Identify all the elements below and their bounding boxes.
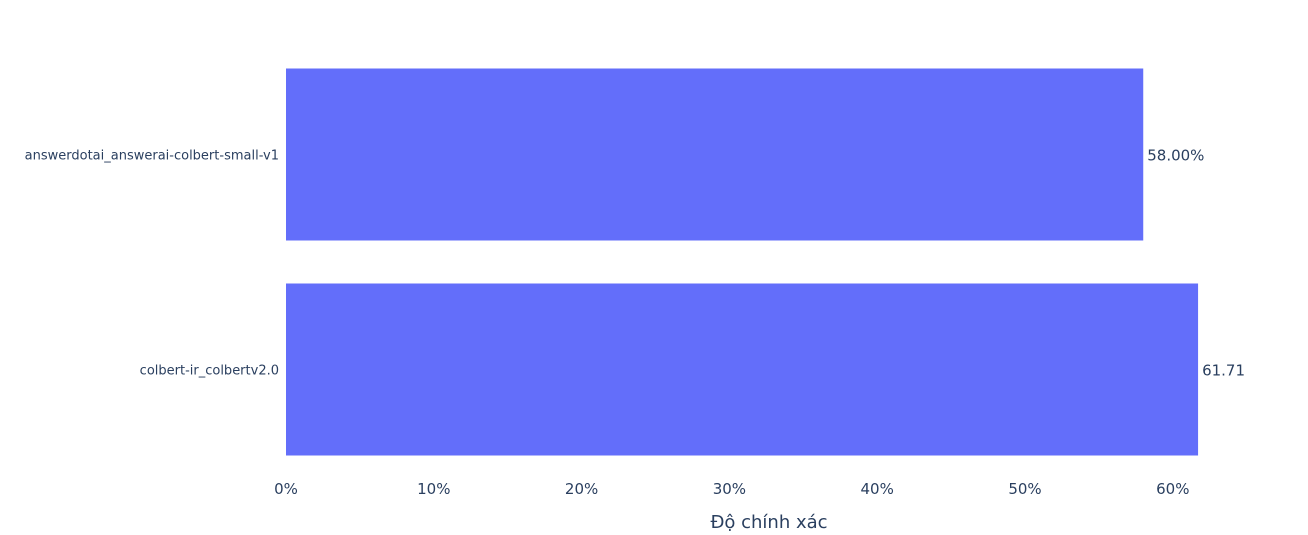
x-tick-label-6: 60% <box>1156 480 1189 498</box>
data-label-1: 61.71 <box>1202 362 1245 380</box>
bars-layer <box>286 68 1199 456</box>
x-axis-title: Độ chính xác <box>710 512 827 533</box>
x-axis-ticks: 0% 10% 20% 30% 40% 50% 60% <box>274 480 1189 498</box>
x-tick-label-3: 30% <box>713 480 746 498</box>
x-tick-label-5: 50% <box>1008 480 1041 498</box>
data-label-0: 58.00% <box>1147 147 1204 165</box>
x-tick-label-1: 10% <box>417 480 450 498</box>
x-tick-label-2: 20% <box>565 480 598 498</box>
bar-1[interactable] <box>286 283 1199 456</box>
bar-0[interactable] <box>286 68 1144 241</box>
category-label-0: answerdotai_answerai-colbert-small-v1 <box>25 149 279 164</box>
data-labels: 58.00% 61.71 <box>1147 147 1245 380</box>
x-tick-label-0: 0% <box>274 480 298 498</box>
category-labels: answerdotai_answerai-colbert-small-v1col… <box>25 149 279 379</box>
x-tick-label-4: 40% <box>861 480 894 498</box>
category-label-1: colbert-ir_colbertv2.0 <box>140 364 279 379</box>
